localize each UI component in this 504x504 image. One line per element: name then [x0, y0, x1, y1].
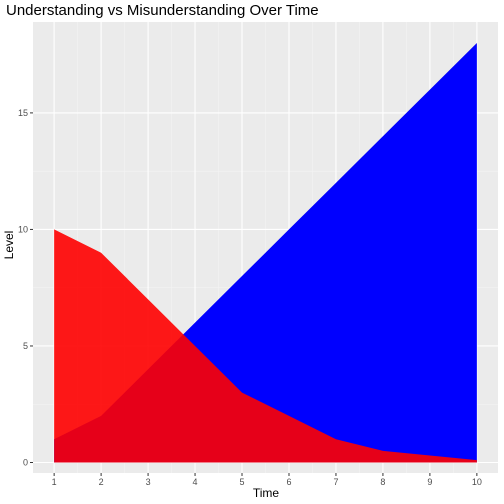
y-axis-title: Level: [2, 231, 16, 260]
x-tick-label: 6: [286, 477, 291, 487]
x-axis-title: Time: [253, 486, 280, 500]
x-tick-label: 1: [52, 477, 57, 487]
y-tick-label: 15: [18, 108, 28, 118]
area-series: [54, 42, 477, 463]
x-tick-label: 5: [240, 477, 245, 487]
x-tick-label: 3: [146, 477, 151, 487]
y-tick-label: 10: [18, 224, 28, 234]
area-series-2: [54, 229, 477, 463]
x-tick-label: 8: [380, 477, 385, 487]
x-tick-label: 10: [472, 477, 482, 487]
y-tick-label: 0: [23, 458, 28, 468]
y-axis: 0 5 10 15: [18, 108, 33, 468]
x-tick-label: 2: [99, 477, 104, 487]
x-tick-label: 7: [333, 477, 338, 487]
x-tick-label: 4: [193, 477, 198, 487]
y-tick-label: 5: [23, 341, 28, 351]
chart-title: Understanding vs Misunderstanding Over T…: [6, 2, 319, 19]
x-axis: 1 2 3 4 5 6 7 8 9 10: [52, 473, 482, 487]
x-tick-label: 9: [427, 477, 432, 487]
